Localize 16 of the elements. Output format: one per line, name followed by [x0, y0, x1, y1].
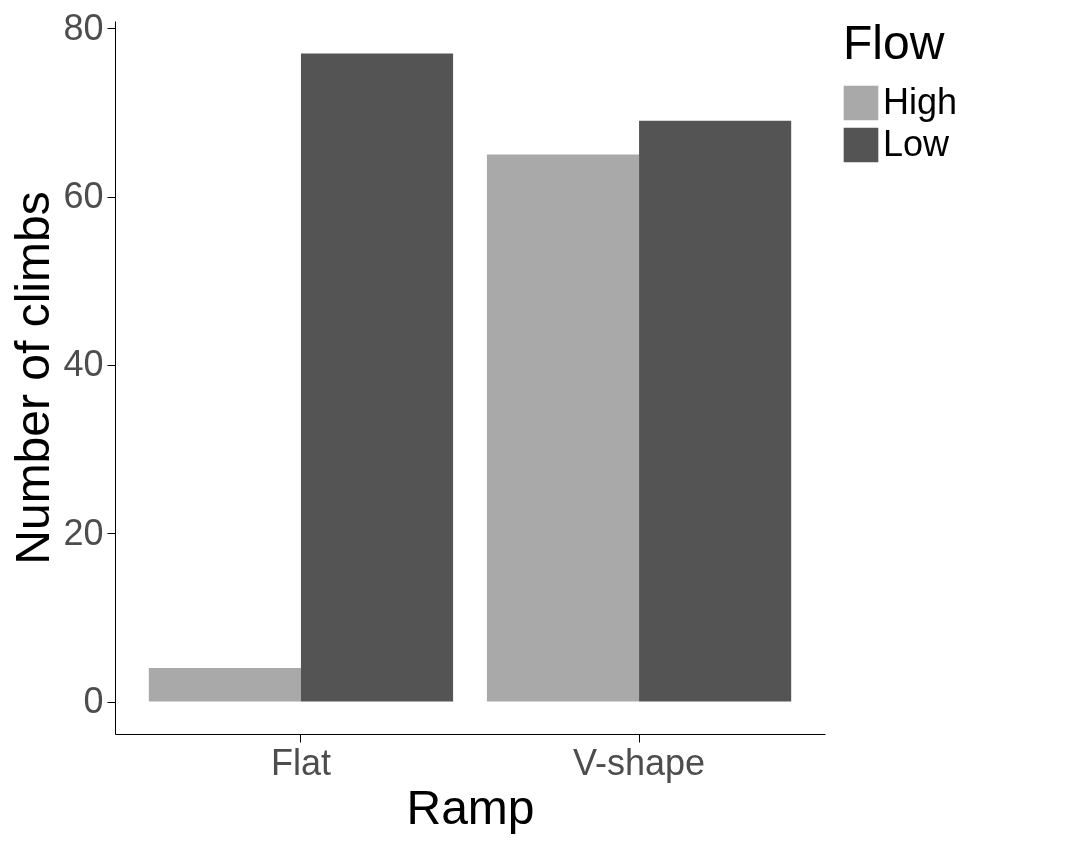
- y-tick-label: 40: [63, 343, 104, 385]
- legend-label: High: [883, 81, 958, 122]
- y-tick-label: 80: [63, 6, 104, 48]
- legend-label: Low: [883, 123, 951, 164]
- y-axis-title: Number of climbs: [6, 191, 60, 565]
- legend-title: Flow: [843, 16, 945, 69]
- bar: [148, 667, 301, 702]
- bar: [300, 53, 454, 702]
- bar: [486, 154, 640, 702]
- y-tick-label: 0: [83, 680, 104, 722]
- x-axis-title: Ramp: [406, 780, 535, 834]
- x-tick-label: Flat: [270, 741, 331, 783]
- y-tick-label: 20: [63, 511, 104, 553]
- x-tick-label: V-shape: [572, 741, 706, 783]
- y-tick-label: 60: [63, 175, 104, 217]
- bar: [639, 120, 792, 702]
